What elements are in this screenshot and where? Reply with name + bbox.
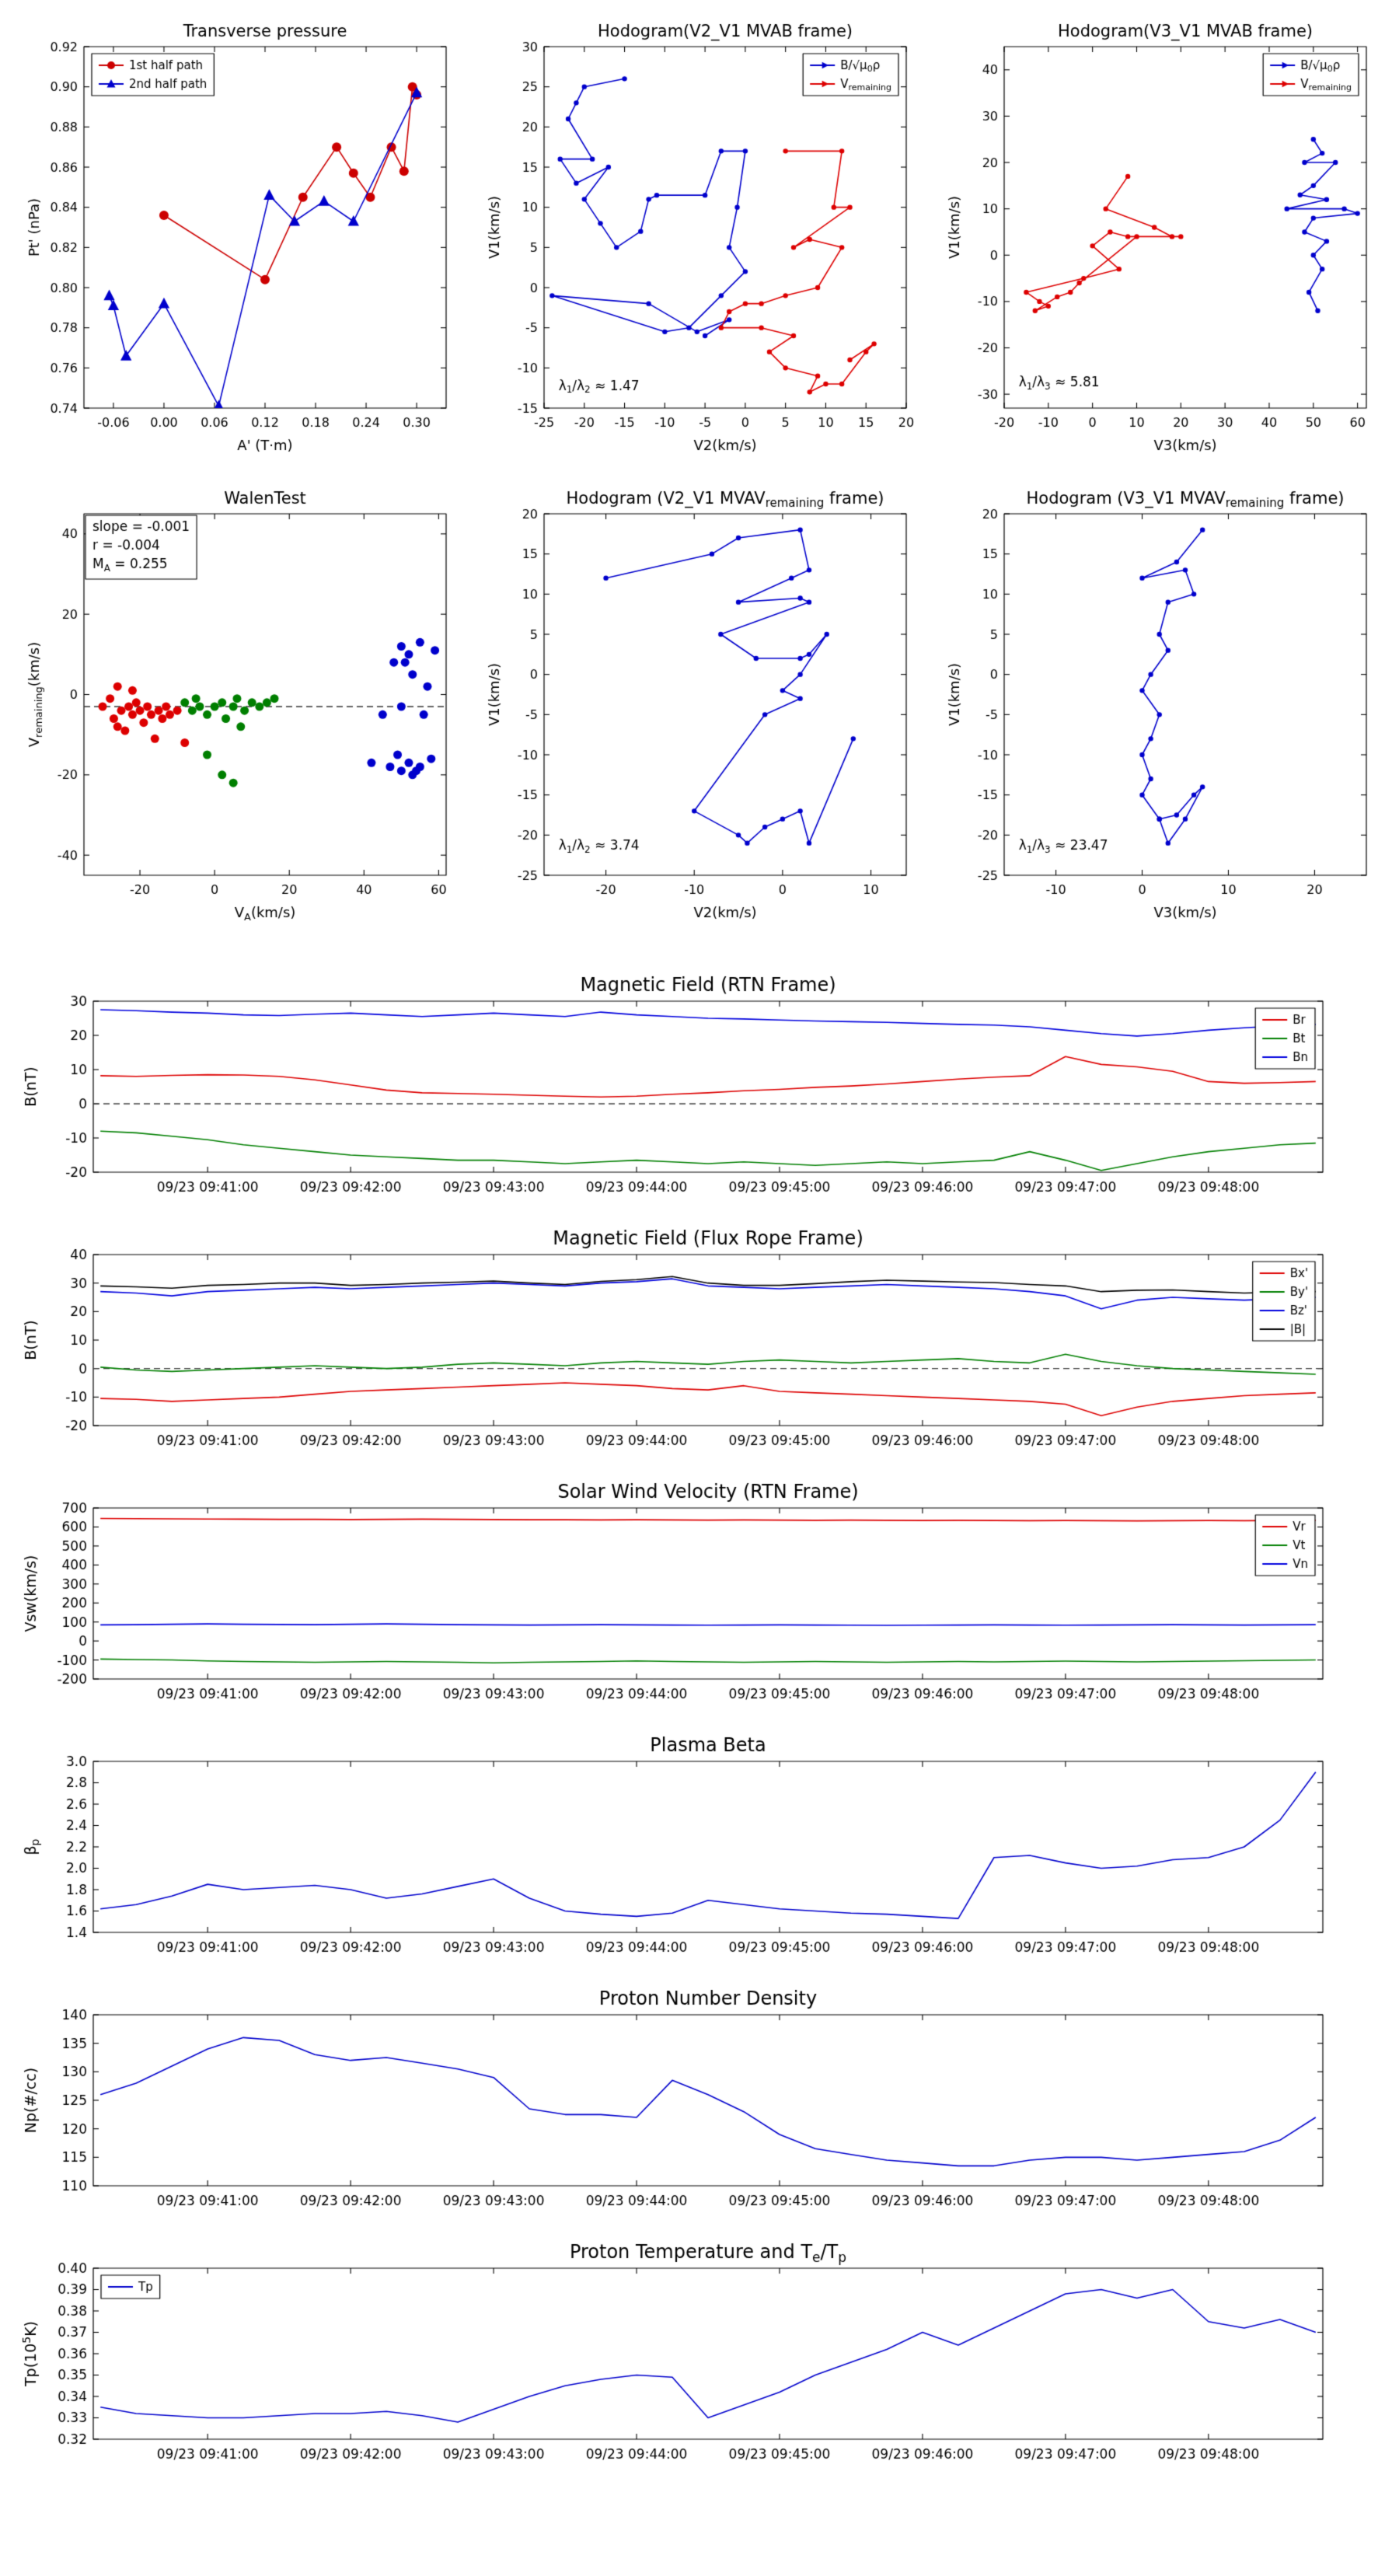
panel-proton-density <box>16 1987 1383 2220</box>
panel-row-1 <box>0 11 1399 458</box>
hodogram-v3v1-mvab-chart <box>942 11 1377 458</box>
hodogram-v2v1-mvab-chart <box>482 11 917 458</box>
panel-magnetic-field-rtn <box>16 973 1383 1206</box>
solar-wind-velocity-chart <box>16 1480 1383 1713</box>
panel-proton-temperature <box>16 2240 1383 2473</box>
panel-transverse-pressure <box>22 11 457 458</box>
proton-temperature-chart <box>16 2240 1383 2473</box>
panel-hodogram-v2v1-mvav <box>482 478 917 925</box>
panel-walen-test <box>22 478 457 925</box>
panel-hodogram-v3v1-mvab <box>942 11 1377 458</box>
panel-hodogram-v3v1-mvav <box>942 478 1377 925</box>
panel-hodogram-v2v1-mvab <box>482 11 917 458</box>
panel-solar-wind-velocity <box>16 1480 1383 1713</box>
hodogram-v2v1-mvav-chart <box>482 478 917 925</box>
panel-magnetic-field-flux-rope <box>16 1227 1383 1460</box>
hodogram-v3v1-mvav-chart <box>942 478 1377 925</box>
figure-page <box>0 11 1399 2473</box>
magnetic-field-rtn-chart <box>16 973 1383 1206</box>
proton-density-chart <box>16 1987 1383 2220</box>
plasma-beta-chart <box>16 1733 1383 1967</box>
walen-test-chart <box>22 478 457 925</box>
panel-row-2 <box>0 478 1399 925</box>
magnetic-field-flux-rope-chart <box>16 1227 1383 1460</box>
timeseries-section <box>0 973 1399 2473</box>
panel-plasma-beta <box>16 1733 1383 1967</box>
transverse-pressure-chart <box>22 11 457 458</box>
